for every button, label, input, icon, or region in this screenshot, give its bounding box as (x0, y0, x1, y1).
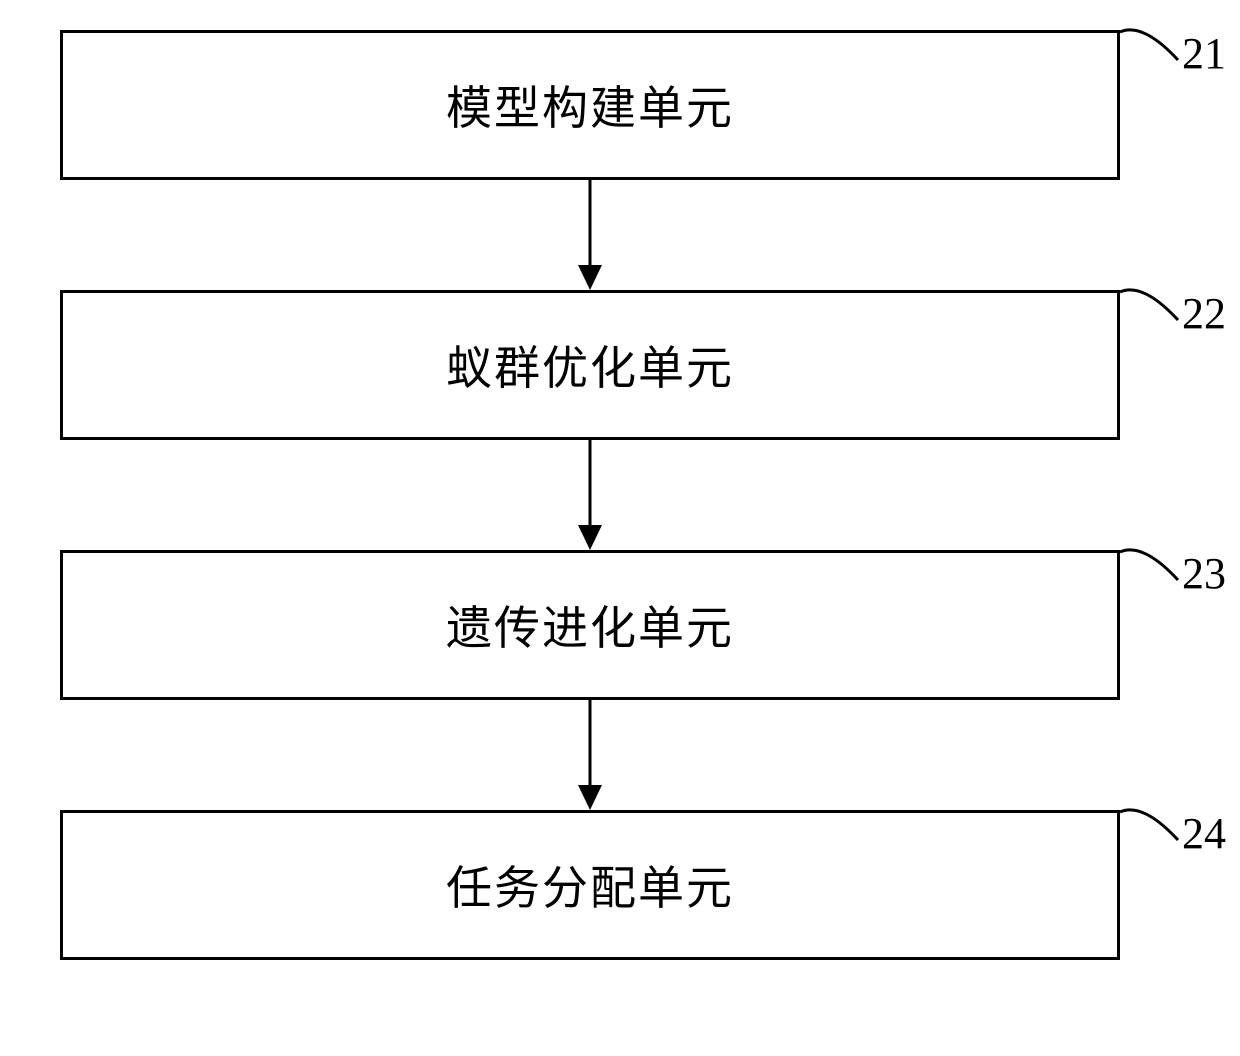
callout-line-4 (1118, 800, 1188, 850)
callout-line-1 (1118, 20, 1188, 70)
callout-line-2 (1118, 280, 1188, 330)
flow-node-2: 蚁群优化单元 (60, 290, 1120, 440)
arrow-down-icon (570, 700, 610, 810)
flow-node-1: 模型构建单元 (60, 30, 1120, 180)
ref-label-3: 23 (1182, 548, 1226, 599)
flow-node-3-label: 遗传进化单元 (446, 592, 734, 658)
ref-label-2: 22 (1182, 288, 1226, 339)
flow-node-4-label: 任务分配单元 (446, 852, 734, 918)
callout-line-3 (1118, 540, 1188, 590)
flow-node-3: 遗传进化单元 (60, 550, 1120, 700)
arrow-3 (60, 700, 1120, 810)
flow-node-4: 任务分配单元 (60, 810, 1120, 960)
ref-label-1: 21 (1182, 28, 1226, 79)
arrow-down-icon (570, 180, 610, 290)
flow-node-2-label: 蚁群优化单元 (446, 332, 734, 398)
ref-label-4: 24 (1182, 808, 1226, 859)
flowchart-container: 模型构建单元 蚁群优化单元 遗传进化单元 任务分配单元 (60, 30, 1120, 960)
arrow-down-icon (570, 440, 610, 550)
arrow-2 (60, 440, 1120, 550)
arrow-1 (60, 180, 1120, 290)
flow-node-1-label: 模型构建单元 (446, 72, 734, 138)
